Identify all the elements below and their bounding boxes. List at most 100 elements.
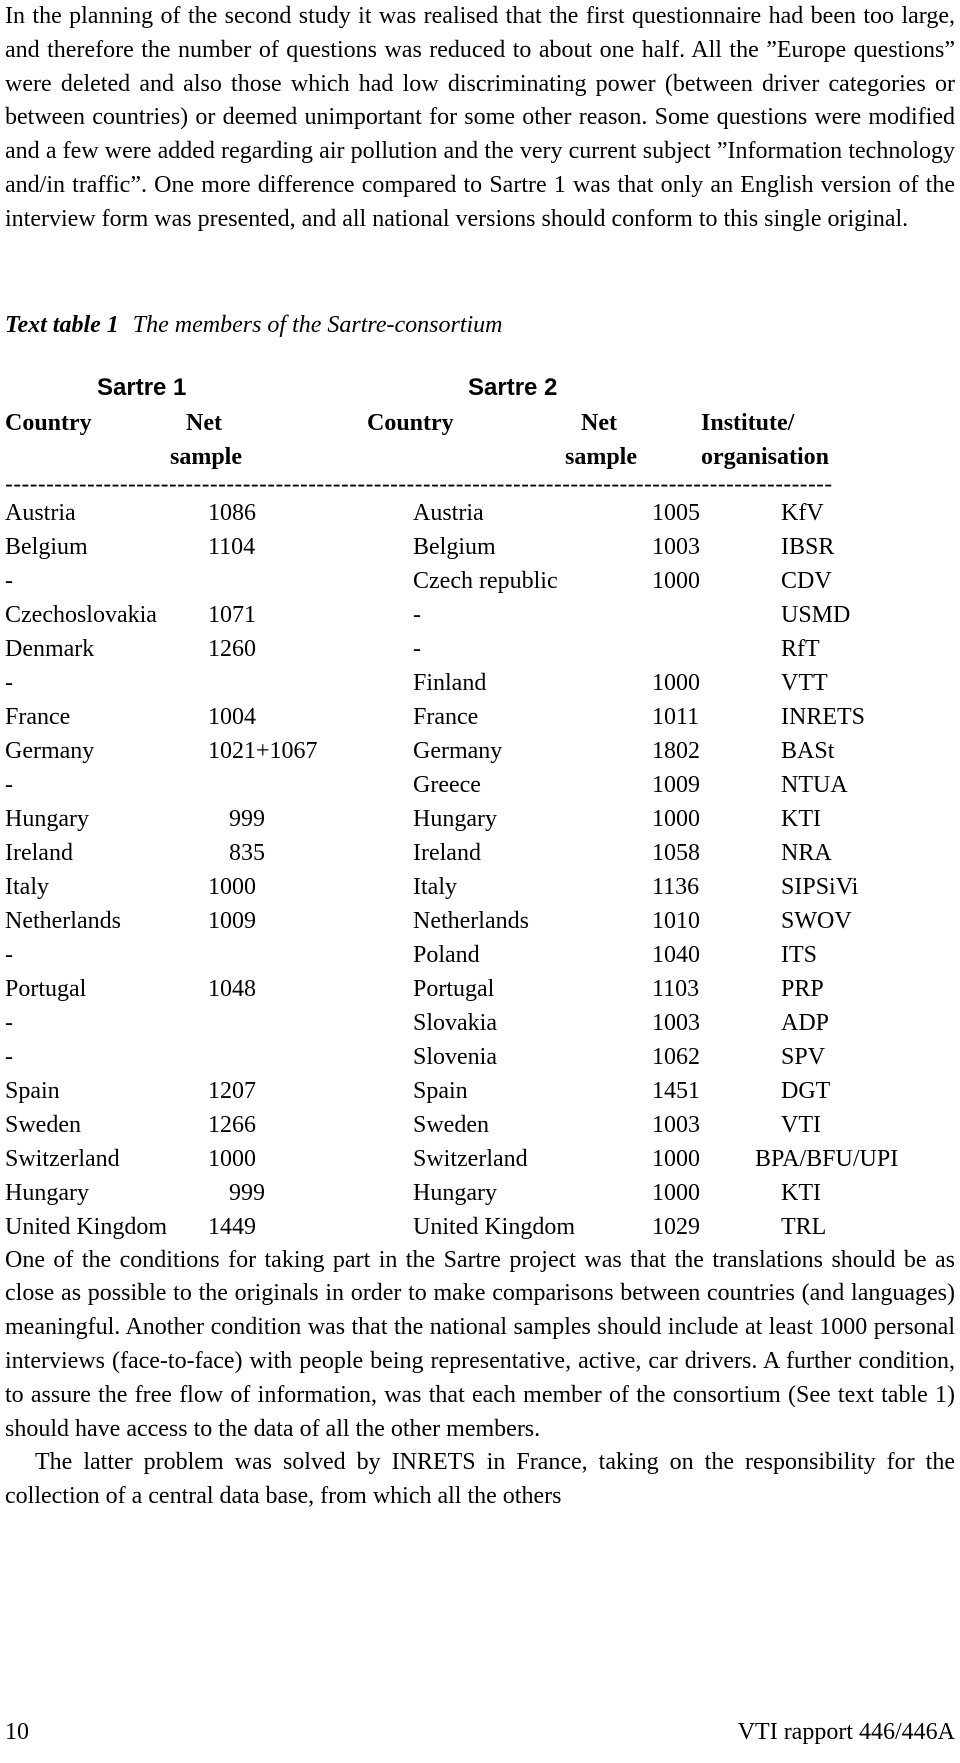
paragraph-latter: The latter problem was solved by INRETS … xyxy=(5,1449,955,1510)
col-country2: Country xyxy=(367,409,454,436)
cell-net2: 1010 xyxy=(652,907,700,934)
cell-net1: 1071 xyxy=(208,601,256,628)
cell-country1: - xyxy=(5,567,13,594)
table-row: Spain 1207 Spain 1451 DGT xyxy=(5,1074,955,1108)
cell-institute: CDV xyxy=(781,567,832,594)
cell-net1: 1004 xyxy=(208,703,256,730)
col-net1-line1: Net xyxy=(186,409,222,436)
cell-country2: Belgium xyxy=(413,533,496,560)
table-row: - Slovenia 1062 SPV xyxy=(5,1040,955,1074)
table-row: France 1004 France 1011 INRETS xyxy=(5,700,955,734)
cell-country2: Slovenia xyxy=(413,1043,497,1070)
cell-country1: Ireland xyxy=(5,839,73,866)
table-row: Netherlands 1009 Netherlands 1010 SWOV xyxy=(5,904,955,938)
cell-country1: Italy xyxy=(5,873,49,900)
col-institute-line2: organisation xyxy=(701,443,830,470)
cell-institute: USMD xyxy=(781,601,851,628)
cell-country1: - xyxy=(5,771,13,798)
table-row: Austria 1086 Austria 1005 KfV xyxy=(5,496,955,530)
cell-net2: 1005 xyxy=(652,499,700,526)
cell-country1: - xyxy=(5,1043,13,1070)
table-row: Switzerland 1000 Switzerland 1000 BPA/BFU/UP… xyxy=(5,1142,955,1176)
cell-institute: KTI xyxy=(781,805,821,832)
table-caption-text: The members of the Sartre-consortium xyxy=(132,311,503,338)
cell-institute: INRETS xyxy=(781,703,865,730)
table-row: - Czech republic 1000 CDV xyxy=(5,564,955,598)
cell-country2: Hungary xyxy=(413,1179,497,1206)
table-body: Austria 1086 Austria 1005 KfV Belgium 1104 Belg… xyxy=(5,496,955,1244)
table-row: Belgium 1104 Belgium 1003 IBSR xyxy=(5,530,955,564)
cell-institute: IBSR xyxy=(781,533,835,560)
cell-institute: RfT xyxy=(781,635,820,662)
cell-net1: 999 xyxy=(229,805,265,832)
cell-net2: 1000 xyxy=(652,1145,700,1172)
table-row: - Greece 1009 NTUA xyxy=(5,768,955,802)
cell-institute: ITS xyxy=(781,941,817,968)
col-net2-line1: Net xyxy=(581,409,617,436)
col-country1: Country xyxy=(5,409,92,436)
table-row: Germany 1021+1067 Germany 1802 BASt xyxy=(5,734,955,768)
cell-net2: 1003 xyxy=(652,1111,700,1138)
cell-institute: TRL xyxy=(781,1213,827,1240)
table-caption: Text table 1 The members of the Sartre-co… xyxy=(5,309,955,342)
report-id: VTI rapport 446/446A xyxy=(737,1719,955,1745)
cell-country1: Hungary xyxy=(5,1179,89,1206)
cell-country1: Denmark xyxy=(5,635,95,662)
cell-net1: 1207 xyxy=(208,1077,256,1104)
cell-country1: Belgium xyxy=(5,533,88,560)
cell-country2: Hungary xyxy=(413,805,497,832)
cell-country2: Finland xyxy=(413,669,487,696)
cell-institute: BPA/BFU/UPI xyxy=(755,1145,899,1172)
table-row: Italy 1000 Italy 1136 SIPSiVi xyxy=(5,870,955,904)
cell-country2: Italy xyxy=(413,873,457,900)
cell-country2: Portugal xyxy=(413,975,495,1002)
cell-country1: Austria xyxy=(5,499,76,526)
table-row: Hungary 999 Hungary 1000 KTI xyxy=(5,802,955,836)
table-label: Text table 1 xyxy=(5,311,119,338)
cell-country1: Portugal xyxy=(5,975,87,1002)
study2-heading: Sartre 2 xyxy=(468,373,558,401)
page-footer: 10 VTI rapport 446/446A xyxy=(5,1715,955,1749)
cell-country2: United Kingdom xyxy=(413,1213,575,1240)
cell-country1: Spain xyxy=(5,1077,60,1104)
paragraph-intro: In the planning of the second study it w… xyxy=(5,3,955,232)
cell-net2: 1802 xyxy=(652,737,700,764)
cell-net2: 1003 xyxy=(652,533,700,560)
paragraph-conditions: One of the conditions for taking part in… xyxy=(5,1246,955,1442)
cell-net2: 1029 xyxy=(652,1213,700,1240)
table-row: - Poland 1040 ITS xyxy=(5,938,955,972)
cell-country2: Poland xyxy=(413,941,480,968)
study1-heading: Sartre 1 xyxy=(97,373,187,401)
cell-country1: Netherlands xyxy=(5,907,121,934)
cell-net1: 1021+1067 xyxy=(208,737,318,764)
cell-country1: - xyxy=(5,669,13,696)
cell-country2: - xyxy=(413,635,421,662)
cell-net2: 1011 xyxy=(652,703,700,730)
cell-country1: Sweden xyxy=(5,1111,81,1138)
column-header-row: Country Net sample Country Net sample In… xyxy=(5,406,955,474)
cell-country2: - xyxy=(413,601,421,628)
table-separator: ----------------------------------------… xyxy=(5,473,833,496)
cell-country2: Netherlands xyxy=(413,907,529,934)
cell-country2: Germany xyxy=(413,737,503,764)
cell-country2: Czech republic xyxy=(413,567,558,594)
cell-country1: - xyxy=(5,941,13,968)
cell-net1: 1000 xyxy=(208,873,256,900)
table-row: Ireland 835 Ireland 1058 NRA xyxy=(5,836,955,870)
col-net1-line2: sample xyxy=(170,443,242,470)
cell-net1: 999 xyxy=(229,1179,265,1206)
cell-net1: 1009 xyxy=(208,907,256,934)
cell-country1: France xyxy=(5,703,71,730)
cell-net2: 1062 xyxy=(652,1043,700,1070)
cell-net1: 1266 xyxy=(208,1111,256,1138)
cell-net1: 1000 xyxy=(208,1145,256,1172)
cell-institute: SWOV xyxy=(781,907,852,934)
cell-net2: 1040 xyxy=(652,941,700,968)
cell-net2: 1103 xyxy=(652,975,700,1002)
cell-net2: 1000 xyxy=(652,669,700,696)
cell-net2: 1000 xyxy=(652,805,700,832)
cell-country2: Sweden xyxy=(413,1111,489,1138)
cell-country1: Germany xyxy=(5,737,95,764)
cell-institute: KfV xyxy=(781,499,824,526)
cell-institute: PRP xyxy=(781,975,824,1002)
